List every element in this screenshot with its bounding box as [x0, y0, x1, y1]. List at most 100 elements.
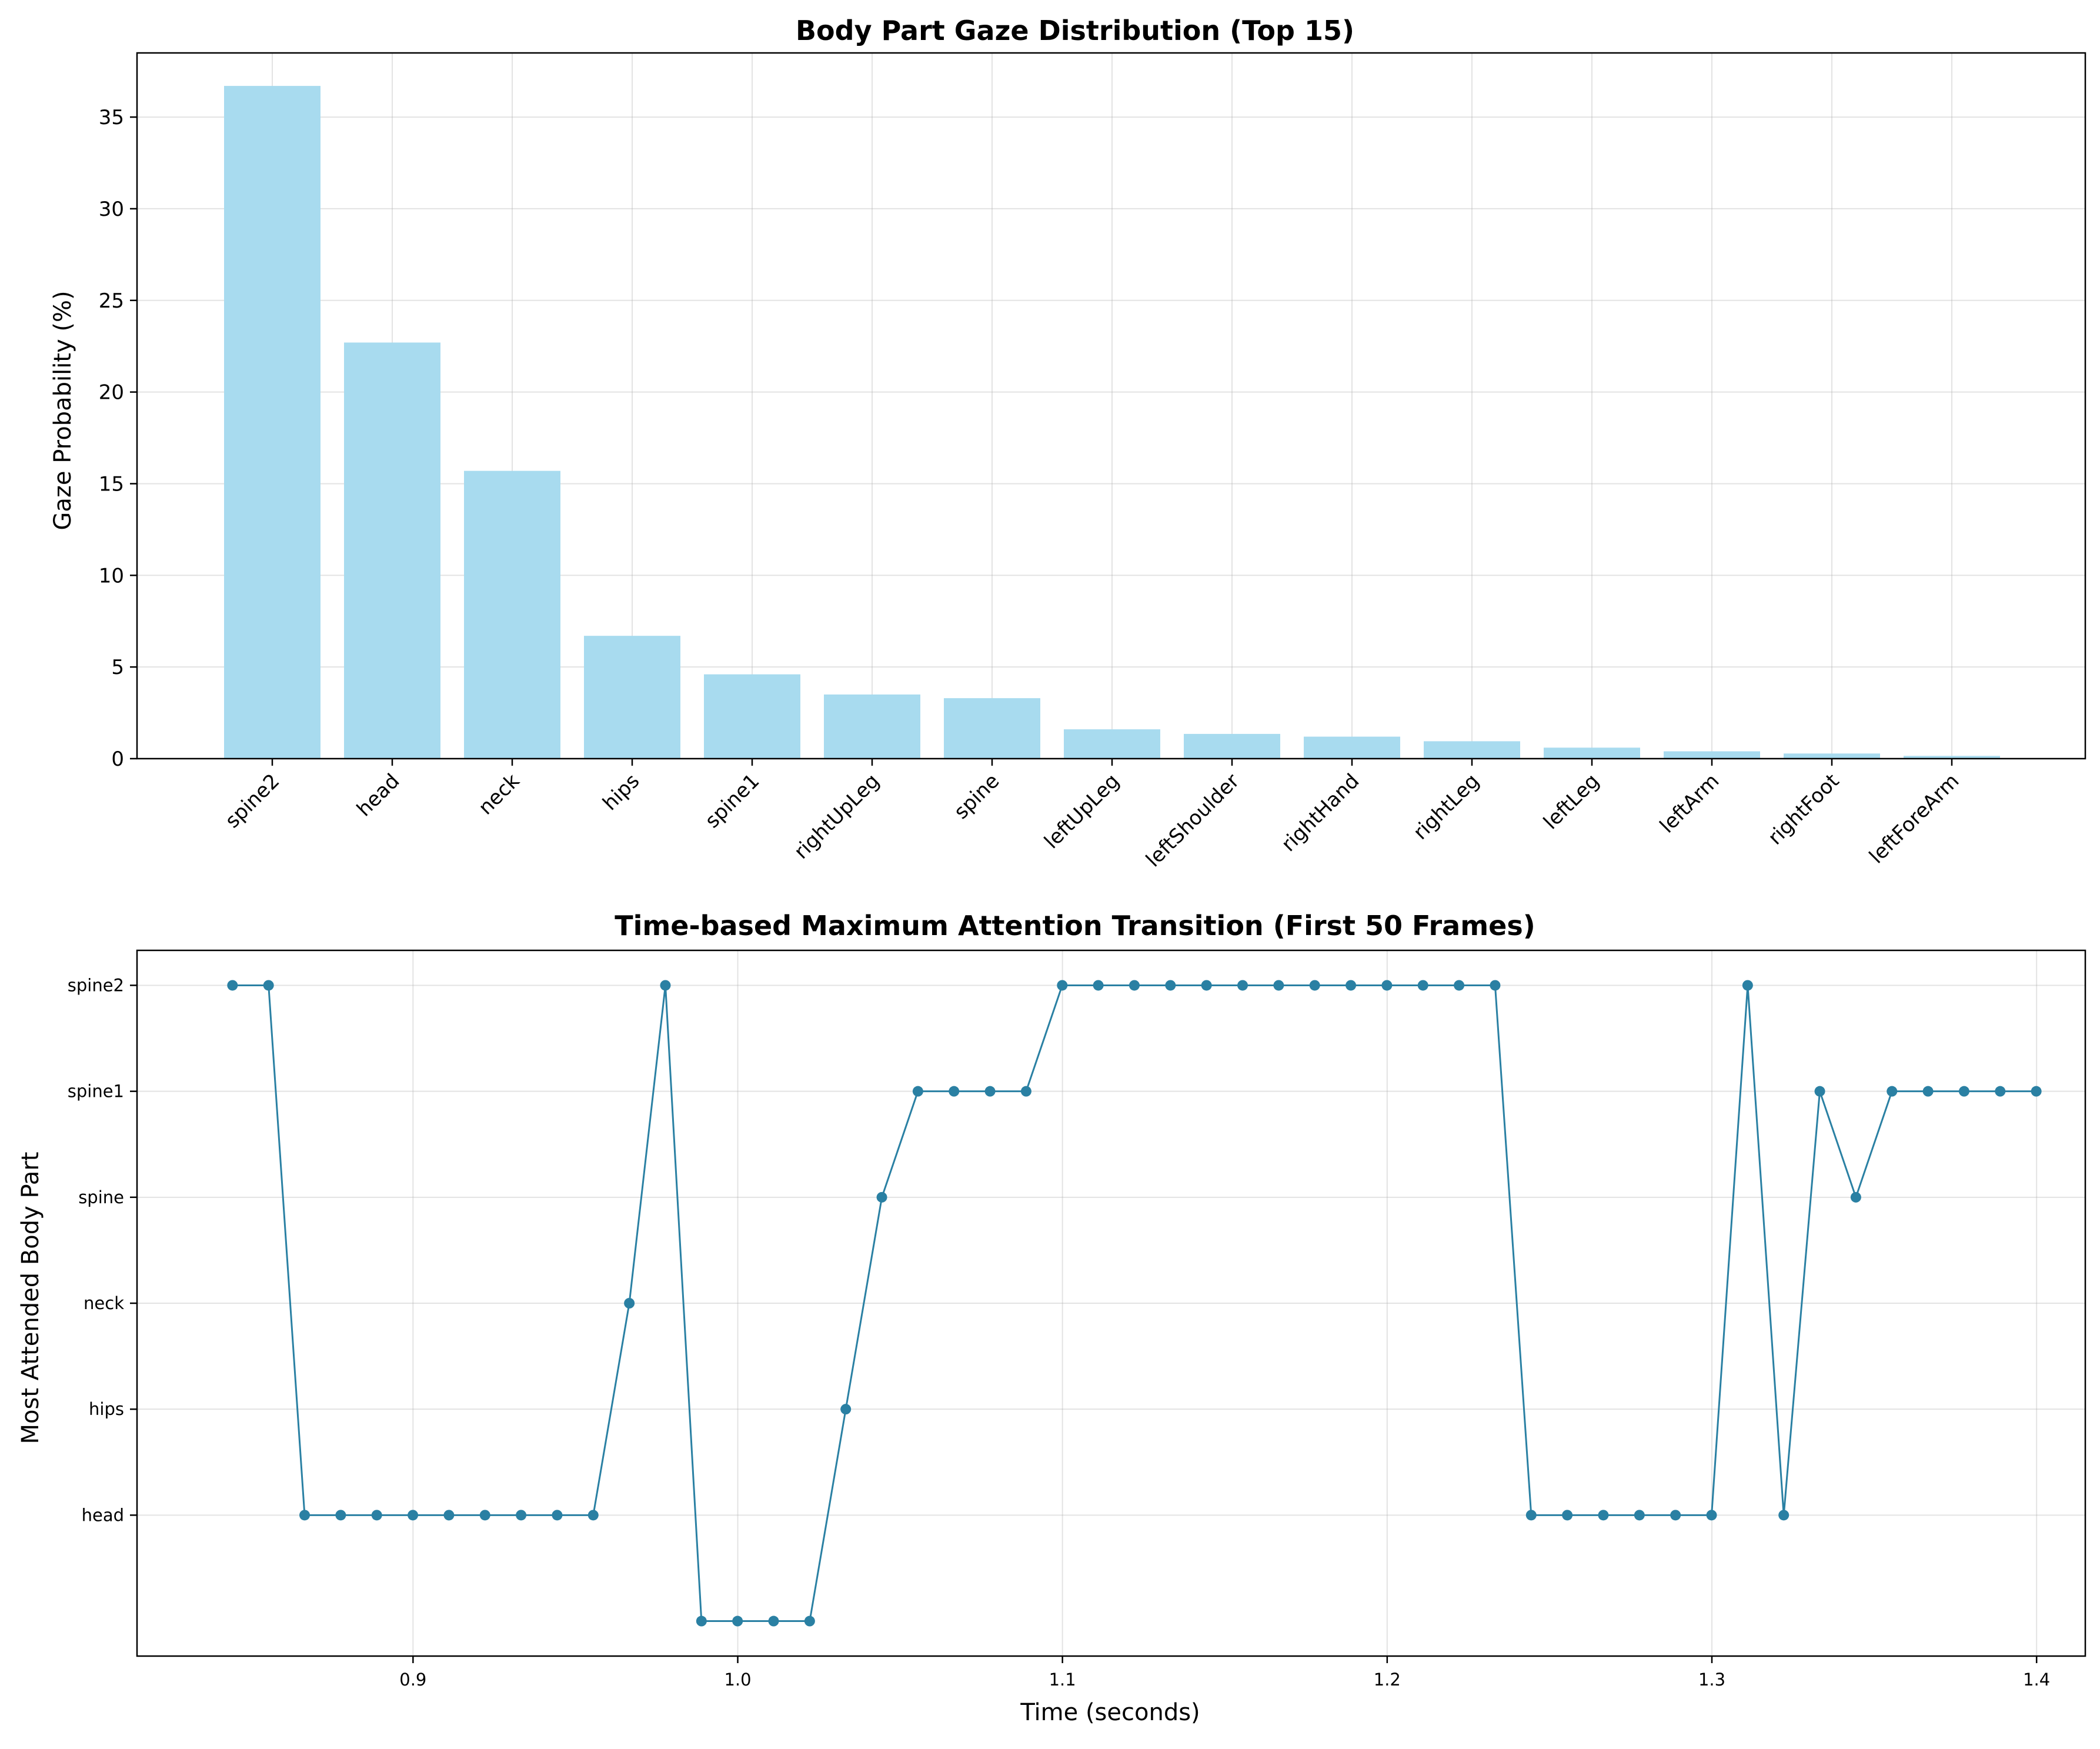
line-chart-point	[408, 1510, 419, 1521]
line-chart-x-ticks: 0.9 1.0 1.1 1.2 1.3 1.4	[399, 1656, 2050, 1690]
bar-hips	[584, 636, 680, 759]
bar-chart-x-tick-label: leftLeg	[1539, 769, 1604, 834]
line-chart-x-tick-label: 1.1	[1049, 1670, 1076, 1690]
bar-chart-y-tick-label: 0	[111, 747, 124, 771]
line-chart-point	[1454, 980, 1465, 991]
line-chart-point	[1237, 980, 1248, 991]
line-chart-y-tick-label: hips	[89, 1399, 124, 1419]
bar-leftForeArm	[1904, 756, 2000, 759]
line-chart-point	[768, 1616, 779, 1627]
bar-chart-y-ticks: 0 5 10 15 20 25 30 35	[99, 106, 137, 771]
line-chart-point	[1562, 1510, 1573, 1521]
bar-spine	[944, 698, 1040, 759]
bar-chart: Body Part Gaze Distribution (Top 15) 0 5 1…	[49, 15, 2086, 872]
line-chart-point	[1634, 1510, 1645, 1521]
line-chart-y-tick-label: spine2	[68, 975, 124, 995]
line-chart-point	[1598, 1510, 1609, 1521]
line-chart-point	[1887, 1086, 1898, 1097]
bar-chart-x-tick-label: leftForeArm	[1865, 769, 1964, 868]
line-chart-y-axis-label: Most Attended Body Part	[17, 1152, 44, 1444]
line-chart-grid	[137, 950, 2085, 1656]
line-chart-x-tick-label: 1.3	[1698, 1670, 1725, 1690]
bar-chart-y-tick-label: 35	[99, 106, 124, 129]
line-chart-x-tick-label: 0.9	[399, 1670, 426, 1690]
line-chart-point	[696, 1616, 707, 1627]
line-chart-point	[263, 980, 274, 991]
bar-chart-x-tick-label: rightLeg	[1409, 769, 1484, 845]
bar-chart-y-tick-label: 20	[99, 381, 124, 405]
bar-leftShoulder	[1184, 733, 1280, 759]
line-chart-point	[1670, 1510, 1681, 1521]
bar-chart-frame	[136, 52, 2086, 760]
line-chart-point	[1850, 1191, 1861, 1203]
line-chart-point	[1201, 980, 1212, 991]
bar-chart-x-tick-label: spine	[950, 769, 1004, 824]
line-chart-point	[516, 1510, 527, 1521]
line-chart-point	[299, 1510, 311, 1521]
bar-rightLeg	[1424, 741, 1520, 759]
bar-leftArm	[1664, 751, 1760, 759]
line-chart-point	[1020, 1086, 1031, 1097]
line-chart-y-tick-label: neck	[84, 1293, 124, 1313]
line-chart-point	[1958, 1086, 1969, 1097]
bar-chart-x-tick-label: rightFoot	[1764, 769, 1844, 850]
line-chart-point	[371, 1510, 382, 1521]
bar-chart-x-tick-label: leftShoulder	[1141, 769, 1244, 872]
bar-rightFoot	[1784, 753, 1880, 759]
line-chart-point	[804, 1616, 815, 1627]
line-chart-x-axis-label: Time (seconds)	[1020, 1699, 1200, 1726]
line-chart-y-ticks: head hips neck spine spine1 spine2	[68, 975, 137, 1525]
line-chart-point	[912, 1086, 923, 1097]
bar-chart-y-tick-label: 5	[111, 656, 124, 679]
bar-spine2	[224, 86, 320, 759]
line-chart-point	[1778, 1510, 1789, 1521]
bar-chart-y-tick-label: 25	[99, 289, 124, 313]
line-chart-point	[1165, 980, 1176, 991]
line-chart-point	[1742, 980, 1753, 991]
line-chart-point	[1814, 1086, 1825, 1097]
line-chart-point	[1525, 1510, 1537, 1521]
line-chart-point	[1417, 980, 1428, 991]
line-chart-x-tick-label: 1.0	[724, 1670, 751, 1690]
bar-chart-title: Body Part Gaze Distribution (Top 15)	[796, 15, 1354, 46]
line-chart-point	[443, 1510, 455, 1521]
line-chart-point	[660, 980, 671, 991]
line-chart-x-tick-label: 1.2	[1374, 1670, 1401, 1690]
bar-chart-y-tick-label: 30	[99, 198, 124, 221]
line-chart-point	[552, 1510, 563, 1521]
line-chart-point	[2031, 1086, 2042, 1097]
bar-chart-x-tick-label: head	[352, 769, 404, 821]
line-chart-y-tick-label: spine1	[68, 1082, 124, 1102]
bar-neck	[464, 470, 560, 759]
line-chart-point	[732, 1616, 743, 1627]
bar-chart-y-tick-label: 10	[99, 564, 124, 588]
line-chart-y-tick-label: spine	[78, 1187, 124, 1207]
line-chart-point	[587, 1510, 599, 1521]
line-chart-point	[1057, 980, 1068, 991]
bar-chart-x-tick-label: hips	[598, 769, 644, 815]
line-chart-point	[1381, 980, 1393, 991]
bar-chart-x-tick-label: leftUpLeg	[1040, 769, 1124, 853]
bar-chart-x-tick-label: rightHand	[1277, 769, 1364, 856]
bar-head	[344, 342, 440, 759]
line-chart: Time-based Maximum Attention Transition …	[17, 910, 2086, 1726]
line-chart-point	[840, 1404, 852, 1415]
bar-chart-x-tick-label: spine1	[700, 769, 764, 833]
bar-chart-x-tick-label: leftArm	[1655, 769, 1724, 838]
bar-chart-y-tick-label: 15	[99, 472, 124, 496]
bar-rightHand	[1304, 736, 1400, 759]
line-chart-point	[1129, 980, 1140, 991]
line-chart-point	[335, 1510, 346, 1521]
bar-chart-y-axis-label: Gaze Probability (%)	[49, 291, 76, 530]
line-chart-title: Time-based Maximum Attention Transition …	[615, 910, 1535, 942]
line-chart-point	[479, 1510, 490, 1521]
line-chart-point	[1346, 980, 1357, 991]
line-chart-point	[876, 1191, 887, 1203]
line-chart-x-tick-label: 1.4	[2023, 1670, 2050, 1690]
line-chart-point	[949, 1086, 960, 1097]
bar-chart-x-ticks: spine2 head neck hips spine1 rightUpLeg spine l…	[221, 759, 1964, 872]
line-chart-point	[1995, 1086, 2006, 1097]
bar-rightUpLeg	[824, 694, 920, 759]
